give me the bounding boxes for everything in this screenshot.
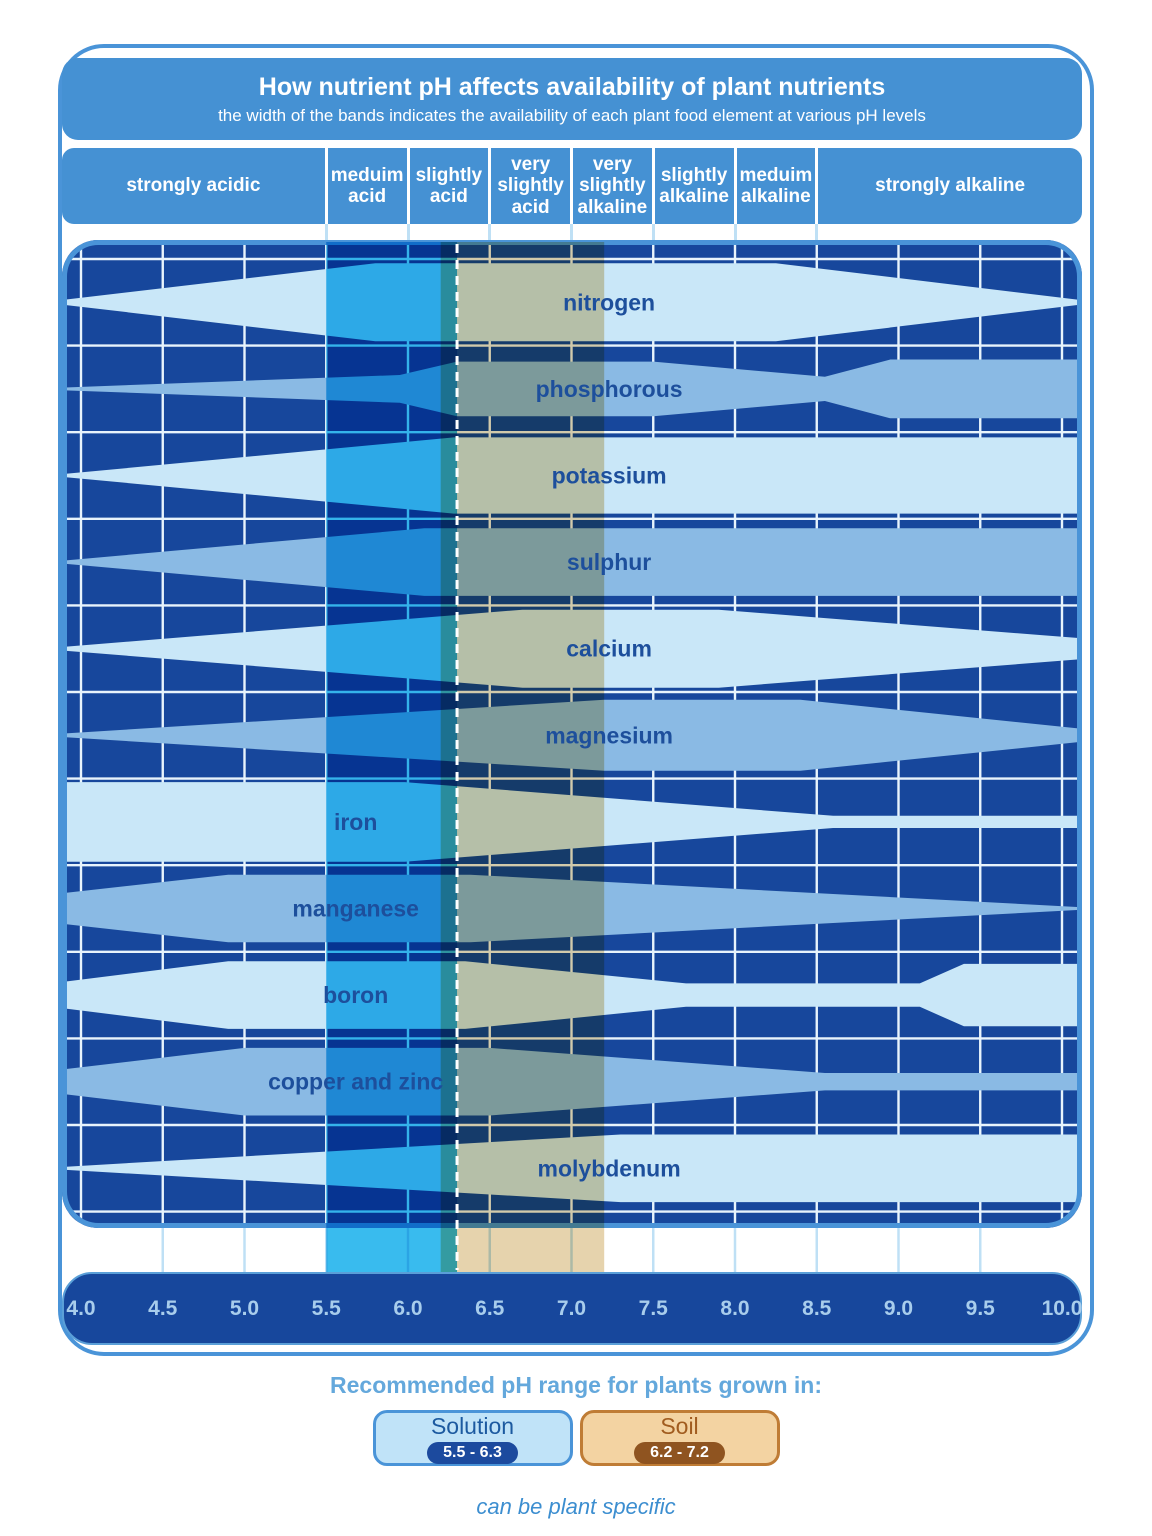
nutrient-band-chart: nitrogen phosphorous potassium sulphur calci…	[62, 240, 1082, 1272]
title-bar: How nutrient pH affects availability of …	[62, 58, 1082, 140]
legend-row: Solution 5.5 - 6.3 Soil 6.2 - 7.2	[0, 1410, 1152, 1466]
legend-title: Recommended pH range for plants grown in…	[330, 1372, 822, 1398]
top-tick-8.5	[815, 224, 819, 240]
band-label-phosphorous: phosphorous	[536, 376, 683, 402]
band-label-boron: boron	[323, 982, 388, 1008]
axis-label-7.5: 7.5	[638, 1297, 668, 1320]
top-tick-5.5	[324, 224, 328, 240]
axis-label-7.0: 7.0	[556, 1297, 587, 1320]
band-label-sulphur: sulphur	[567, 549, 651, 575]
axis-label-9.5: 9.5	[965, 1297, 995, 1320]
legend-soil-range: 6.2 - 7.2	[634, 1441, 725, 1464]
ph-category-bar: strongly acidic meduim acid slightly acid v…	[62, 148, 1082, 224]
legend-soil-label: Soil	[660, 1412, 699, 1439]
top-tick-6.5	[488, 224, 492, 240]
category-strongly-acidic: strongly acidic	[62, 148, 325, 224]
top-tick-marks	[62, 224, 1082, 240]
overlay-soil-range	[440, 242, 605, 1272]
band-label-manganese: manganese	[292, 896, 419, 922]
axis-label-10.0: 10.0	[1041, 1297, 1083, 1320]
band-label-copper-and-zinc: copper and zinc	[268, 1069, 443, 1095]
category-strongly-alkaline: strongly alkaline	[818, 148, 1082, 224]
axis-label-6.5: 6.5	[475, 1297, 505, 1320]
legend-soil-box: Soil 6.2 - 7.2	[579, 1410, 780, 1466]
axis-label-9.0: 9.0	[883, 1297, 914, 1320]
top-tick-6.0	[406, 224, 410, 240]
band-label-iron: iron	[334, 809, 377, 835]
chart-title: How nutrient pH affects availability of …	[258, 73, 886, 101]
category-slightly-acid: slightly acid	[409, 148, 489, 224]
band-label-magnesium: magnesium	[545, 722, 673, 748]
category-very-slightly-alkaline: very slightly alkaline	[573, 148, 652, 224]
axis-label-4.5: 4.5	[148, 1297, 178, 1320]
overlay-solution-range	[326, 242, 458, 1272]
legend-solution-range: 5.5 - 6.3	[427, 1441, 518, 1464]
band-label-calcium: calcium	[566, 636, 652, 662]
top-tick-8.0	[733, 224, 737, 240]
band-label-molybdenum: molybdenum	[538, 1155, 681, 1181]
chart-subtitle: the width of the bands indicates the ava…	[218, 106, 926, 125]
category-very-slightly-acid: very slightly acid	[491, 148, 570, 224]
legend-solution-label: Solution	[430, 1412, 515, 1439]
axis-label-5.0: 5.0	[229, 1297, 260, 1320]
axis-label-5.5: 5.5	[311, 1297, 341, 1320]
category-meduim-alkaline: meduim alkaline	[736, 148, 816, 224]
category-meduim-acid: meduim acid	[327, 148, 407, 224]
outer-frame: How nutrient pH affects availability of …	[58, 44, 1094, 1356]
top-tick-7.5	[651, 224, 655, 240]
band-label-potassium: potassium	[552, 463, 667, 489]
band-label-nitrogen: nitrogen	[563, 289, 655, 315]
footnote: can be plant specific	[476, 1494, 676, 1519]
top-tick-7.0	[570, 224, 573, 240]
axis-label-8.0: 8.0	[720, 1297, 750, 1320]
axis-label-6.0: 6.0	[393, 1297, 423, 1320]
axis-label-8.5: 8.5	[802, 1297, 832, 1320]
ph-axis-bar: 4.0 4.5 5.0 5.5 6.0 6.5 7.0 7.5 8.0 8.5 9.0 9.5 10.0	[62, 1272, 1082, 1345]
axis-label-4.0: 4.0	[66, 1297, 96, 1320]
category-slightly-alkaline: slightly alkaline	[654, 148, 734, 224]
legend-solution-box: Solution 5.5 - 6.3	[372, 1410, 573, 1466]
